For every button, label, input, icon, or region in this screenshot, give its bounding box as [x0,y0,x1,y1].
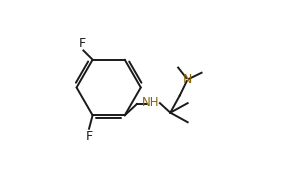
Text: F: F [86,130,93,143]
Text: F: F [79,37,86,50]
Text: NH: NH [142,96,159,109]
Text: N: N [183,73,192,86]
